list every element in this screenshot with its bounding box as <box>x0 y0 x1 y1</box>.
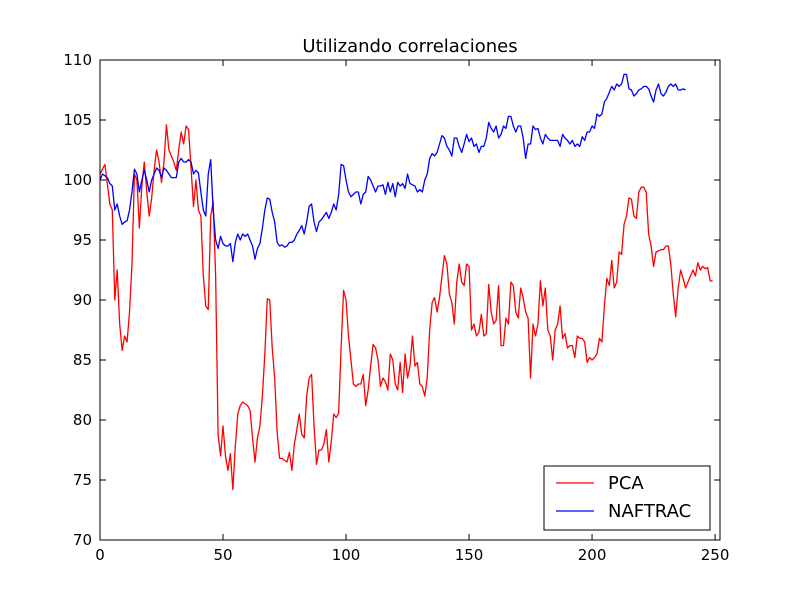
legend: PCA NAFTRAC <box>543 465 711 531</box>
chart-title: Utilizando correlaciones <box>302 36 517 57</box>
y-tick-label: 70 <box>73 531 92 549</box>
series-line-pca <box>100 124 713 491</box>
legend-box <box>543 465 711 531</box>
y-tick-label: 100 <box>63 171 92 189</box>
x-tick-label: 200 <box>578 546 607 564</box>
y-tick-label: 105 <box>63 111 92 129</box>
legend-label-pca: PCA <box>608 473 644 494</box>
y-tick-label: 90 <box>73 291 92 309</box>
series-line-naftrac <box>100 73 686 263</box>
y-tick-label: 95 <box>73 231 92 249</box>
plot-area <box>100 73 713 491</box>
y-tick-label: 85 <box>73 351 92 369</box>
y-tick-label: 80 <box>73 411 92 429</box>
legend-label-naftrac: NAFTRAC <box>608 501 691 522</box>
x-tick-label: 250 <box>701 546 730 564</box>
x-tick-label: 100 <box>332 546 361 564</box>
x-tick-label: 150 <box>455 546 484 564</box>
y-tick-label: 75 <box>73 471 92 489</box>
x-tick-label: 0 <box>95 546 105 564</box>
axes: 0 50 100 150 200 250 70 75 80 85 90 95 100 105 110 <box>63 51 729 564</box>
y-tick-label: 110 <box>63 51 92 69</box>
x-tick-label: 50 <box>213 546 232 564</box>
